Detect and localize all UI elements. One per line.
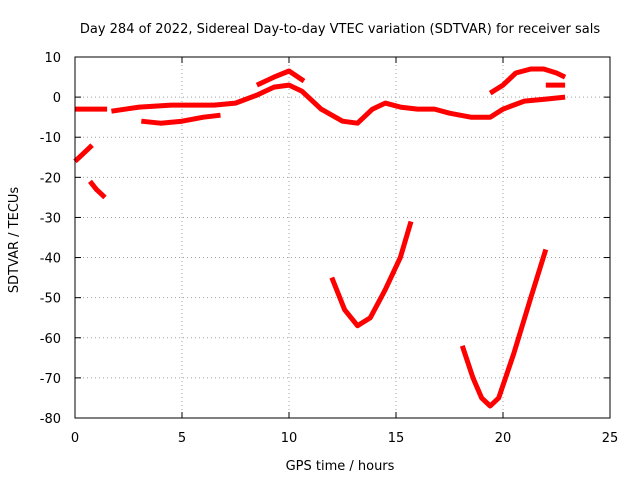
- series-arc-1: [73, 143, 94, 164]
- y-tick-label: -30: [40, 211, 61, 226]
- chart-title: Day 284 of 2022, Sidereal Day-to-day VTE…: [80, 22, 600, 37]
- series-arc-4: [111, 82, 566, 126]
- y-tick-label: -80: [40, 412, 61, 427]
- series-arc-6: [255, 68, 306, 88]
- x-axis-label: GPS time / hours: [286, 459, 395, 474]
- plot-border: [74, 56, 611, 419]
- tick-marks: [74, 56, 611, 419]
- y-tick-label: -20: [40, 171, 61, 186]
- series-arc-8: [459, 248, 549, 409]
- y-tick-label: -50: [40, 292, 61, 307]
- y-axis-label: SDTVAR / TECUs: [7, 187, 22, 294]
- y-tick-labels: -80 -70 -60 -50 -40 -30 -20 -10 0 10: [40, 51, 61, 427]
- x-tick-label: 20: [495, 431, 512, 446]
- x-tick-label: 15: [388, 431, 405, 446]
- x-tick-label: 0: [71, 431, 79, 446]
- series-arc-2: [88, 179, 107, 200]
- series-arc-7: [329, 220, 414, 329]
- y-tick-label: -10: [40, 131, 61, 146]
- y-tick-label: -70: [40, 372, 61, 387]
- series-layer: [73, 66, 567, 409]
- y-tick-label: 0: [53, 91, 61, 106]
- series-arc-5: [141, 112, 221, 126]
- x-tick-label: 10: [281, 431, 298, 446]
- x-tick-label: 5: [178, 431, 186, 446]
- y-tick-label: 10: [44, 51, 61, 66]
- x-tick-labels: 0 5 10 15 20 25: [71, 431, 618, 446]
- grid: [75, 57, 610, 418]
- x-tick-label: 25: [602, 431, 619, 446]
- y-tick-label: -60: [40, 332, 61, 347]
- series-arc-9: [488, 66, 567, 96]
- y-tick-label: -40: [40, 252, 61, 267]
